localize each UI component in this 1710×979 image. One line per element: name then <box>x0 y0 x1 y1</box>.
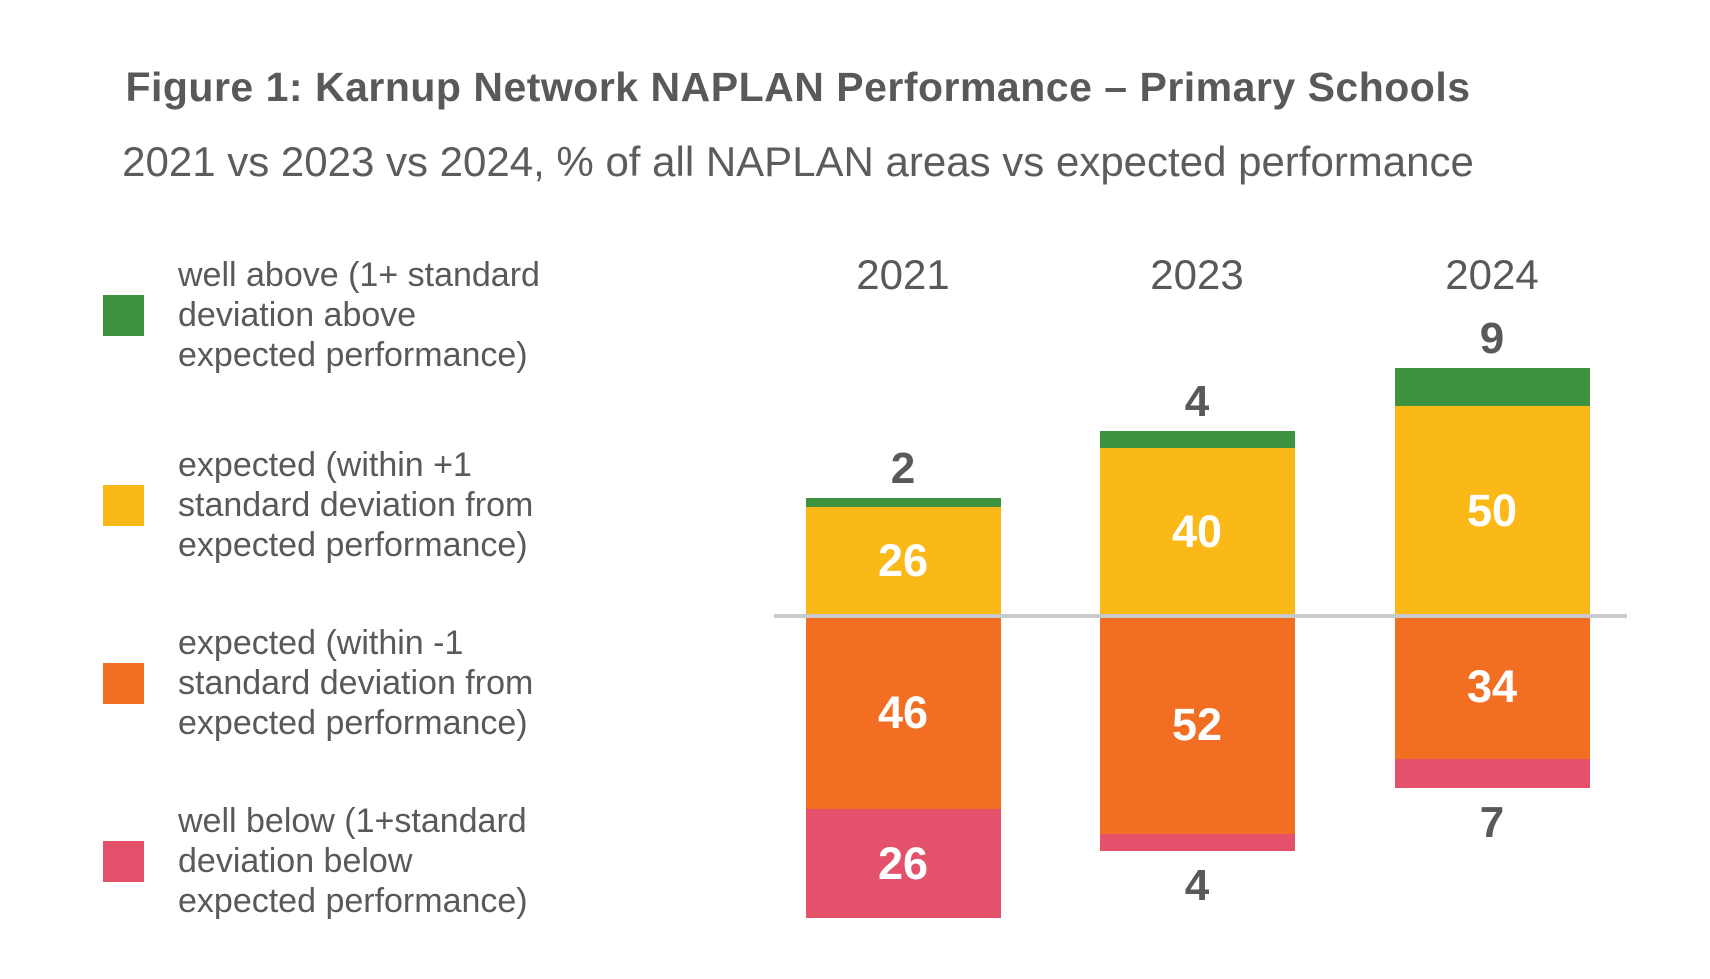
orange-swatch-icon <box>103 662 144 704</box>
bar-2023-orange-value: 52 <box>1171 699 1223 751</box>
bar-2024-green-value: 9 <box>1479 314 1505 364</box>
bar-2021-green-segment <box>805 498 1001 507</box>
bar-2021-orange-segment <box>805 616 1001 810</box>
legend-item-yellow: expected (within +1 standard deviation f… <box>103 445 533 565</box>
bar-2023-yellow-segment <box>1099 448 1295 616</box>
bar-2023-pink-segment <box>1099 834 1295 852</box>
bar-2021-pink-value: 26 <box>877 837 929 889</box>
bar-2024-orange-value: 34 <box>1466 661 1518 713</box>
bar-2024-green-segment <box>1394 368 1590 406</box>
bar-2024-orange-segment <box>1394 616 1590 759</box>
legend-item-label: expected (within +1 standard deviation f… <box>178 446 534 564</box>
legend-item-orange: expected (within -1 standard deviation f… <box>103 623 533 743</box>
bar-2021-yellow-segment <box>805 506 1001 616</box>
bar-2023-green-segment <box>1099 431 1295 448</box>
green-swatch-icon <box>103 294 144 336</box>
category-label-2023: 2023 <box>1150 251 1244 298</box>
bar-2024-yellow-segment <box>1394 406 1590 616</box>
bar-2021-orange-value: 46 <box>877 686 929 738</box>
bar-2023-yellow-value: 40 <box>1171 506 1223 557</box>
bar-2023-orange-segment <box>1099 616 1295 835</box>
yellow-swatch-icon <box>103 484 144 526</box>
legend-item-label: well above (1+ standard deviation above … <box>178 256 540 374</box>
legend-item-pink: well below (1+standard deviation below e… <box>103 801 528 921</box>
bar-2023-green-value: 4 <box>1184 377 1210 427</box>
bar-2021-green-value: 2 <box>890 444 916 494</box>
bar-2021-yellow-value: 26 <box>877 535 929 587</box>
figure-title: Figure 1: Karnup Network NAPLAN Performa… <box>125 64 1471 110</box>
bar-2024-pink-value: 7 <box>1479 798 1505 848</box>
bar-2021-pink-segment <box>805 809 1001 919</box>
bar-2024-pink-segment <box>1394 758 1590 789</box>
legend-item-green: well above (1+ standard deviation above … <box>103 255 540 375</box>
figure-subtitle: 2021 vs 2023 vs 2024, % of all NAPLAN ar… <box>122 138 1474 185</box>
legend-item-label: expected (within -1 standard deviation f… <box>178 624 534 742</box>
bar-2023-pink-value: 4 <box>1184 861 1210 911</box>
expected-performance-baseline <box>774 614 1627 618</box>
category-label-2021: 2021 <box>856 251 950 298</box>
category-label-2024: 2024 <box>1445 251 1539 298</box>
pink-swatch-icon <box>103 840 144 882</box>
legend-item-label: well below (1+standard deviation below e… <box>178 802 528 920</box>
bar-2024-yellow-value: 50 <box>1466 485 1518 536</box>
